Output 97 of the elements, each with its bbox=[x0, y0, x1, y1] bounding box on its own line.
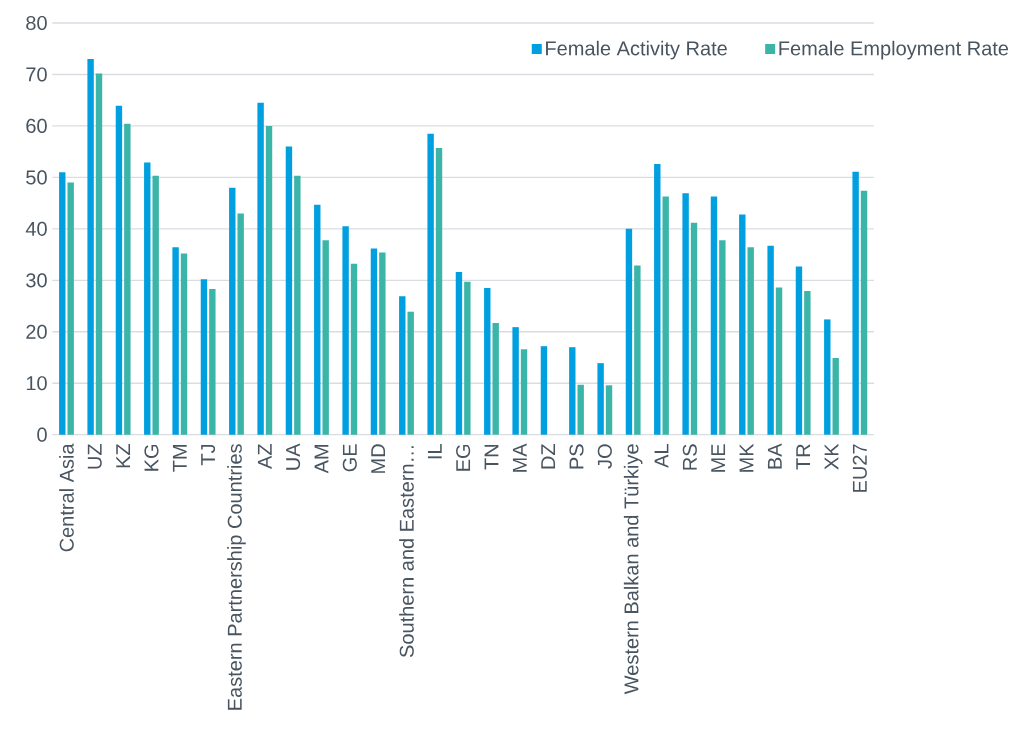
bar bbox=[87, 59, 94, 435]
x-tick-label: TN bbox=[484, 445, 499, 470]
bar bbox=[229, 187, 236, 435]
bar bbox=[407, 311, 414, 435]
bar bbox=[775, 287, 783, 435]
y-tick-label: 0 bbox=[37, 427, 47, 442]
bar bbox=[59, 172, 66, 435]
bar bbox=[379, 252, 386, 435]
bar bbox=[370, 248, 378, 435]
y-tick-label: 30 bbox=[26, 273, 47, 288]
bar bbox=[824, 319, 831, 435]
x-tick-label: Western Balkan and Türkiye bbox=[623, 444, 643, 695]
bar bbox=[237, 213, 244, 435]
bar bbox=[427, 133, 434, 435]
bar bbox=[577, 384, 584, 435]
bar bbox=[654, 164, 661, 435]
x-tick-label: XK bbox=[824, 443, 839, 470]
x-tick-label: EU27 bbox=[852, 444, 867, 492]
x-tick-label: PS bbox=[569, 444, 584, 469]
x-tick-label: KG bbox=[144, 444, 159, 471]
bar bbox=[569, 347, 576, 435]
x-tick-label: MK bbox=[739, 443, 754, 472]
bar bbox=[180, 253, 188, 435]
y-tick-label: 70 bbox=[26, 67, 47, 82]
bar bbox=[860, 190, 868, 435]
x-tick-label: UA bbox=[286, 443, 301, 470]
bar bbox=[455, 272, 463, 435]
x-tick-label: EG bbox=[456, 444, 471, 471]
bar bbox=[115, 105, 123, 435]
bar bbox=[314, 204, 321, 435]
x-tick-label: MD bbox=[371, 444, 386, 473]
bar bbox=[682, 193, 689, 435]
x-tick-label: AL bbox=[654, 444, 669, 468]
x-tick-label: DZ bbox=[541, 444, 556, 469]
x-tick-label: IL bbox=[427, 444, 442, 459]
x-tick-label: Central Asia bbox=[59, 443, 74, 552]
bar bbox=[350, 263, 358, 435]
y-tick-label: 60 bbox=[26, 118, 47, 133]
x-tick-label: BA bbox=[767, 443, 782, 469]
bar bbox=[342, 226, 349, 435]
bar bbox=[795, 266, 803, 435]
bar bbox=[322, 240, 329, 435]
bar bbox=[605, 385, 613, 435]
y-tick-label: 50 bbox=[26, 170, 47, 185]
x-tick-label: GE bbox=[342, 444, 357, 472]
bar bbox=[804, 291, 811, 435]
bar bbox=[152, 175, 159, 435]
bar bbox=[597, 363, 604, 435]
legend-label: Female Employment Rate bbox=[779, 40, 1009, 60]
bar bbox=[144, 162, 151, 435]
bar bbox=[662, 196, 669, 435]
bar bbox=[172, 247, 179, 435]
x-tick-label: AM bbox=[314, 445, 329, 474]
bar bbox=[540, 346, 548, 435]
bar bbox=[512, 327, 519, 435]
bar bbox=[464, 281, 471, 435]
y-tick-label: 10 bbox=[26, 376, 47, 391]
bar bbox=[690, 222, 698, 435]
x-tick-label: UZ bbox=[87, 444, 102, 469]
x-tick-label: RS bbox=[682, 444, 697, 470]
bar bbox=[124, 123, 131, 435]
y-tick-label: 40 bbox=[25, 221, 47, 236]
x-tick-label: ME bbox=[711, 444, 726, 472]
y-tick-label: 20 bbox=[26, 324, 47, 339]
x-tick-label: TR bbox=[796, 444, 811, 470]
bar bbox=[832, 358, 839, 435]
bar bbox=[719, 240, 726, 435]
bar bbox=[200, 279, 208, 435]
bar bbox=[634, 265, 641, 435]
x-tick-label: Eastern Partnership Countries bbox=[227, 444, 246, 710]
x-tick-label: KZ bbox=[116, 444, 131, 468]
legend-label: Female Activity Rate bbox=[546, 40, 727, 60]
bar bbox=[492, 323, 499, 435]
bar bbox=[739, 214, 746, 435]
x-tick-label: TM bbox=[172, 445, 187, 472]
bar bbox=[67, 182, 74, 435]
bar bbox=[710, 196, 718, 435]
bar bbox=[852, 171, 859, 435]
x-tick-label: MA bbox=[512, 443, 527, 472]
bar bbox=[209, 289, 216, 435]
y-tick-label: 80 bbox=[26, 15, 47, 31]
x-tick-label: AZ bbox=[257, 444, 272, 469]
bar bbox=[257, 102, 264, 435]
bar bbox=[625, 228, 633, 435]
x-tick-label: JO bbox=[597, 444, 612, 469]
x-tick-label: Southern and Eastern… bbox=[399, 446, 414, 658]
bar bbox=[484, 288, 491, 435]
bar bbox=[399, 296, 406, 435]
bar bbox=[294, 175, 301, 435]
bar bbox=[520, 349, 528, 435]
bar bbox=[767, 245, 774, 435]
x-tick-label: TJ bbox=[201, 444, 216, 466]
bar bbox=[747, 247, 754, 435]
bar bbox=[435, 148, 443, 435]
bar bbox=[95, 73, 103, 435]
bar bbox=[265, 125, 273, 435]
bar bbox=[285, 146, 293, 435]
